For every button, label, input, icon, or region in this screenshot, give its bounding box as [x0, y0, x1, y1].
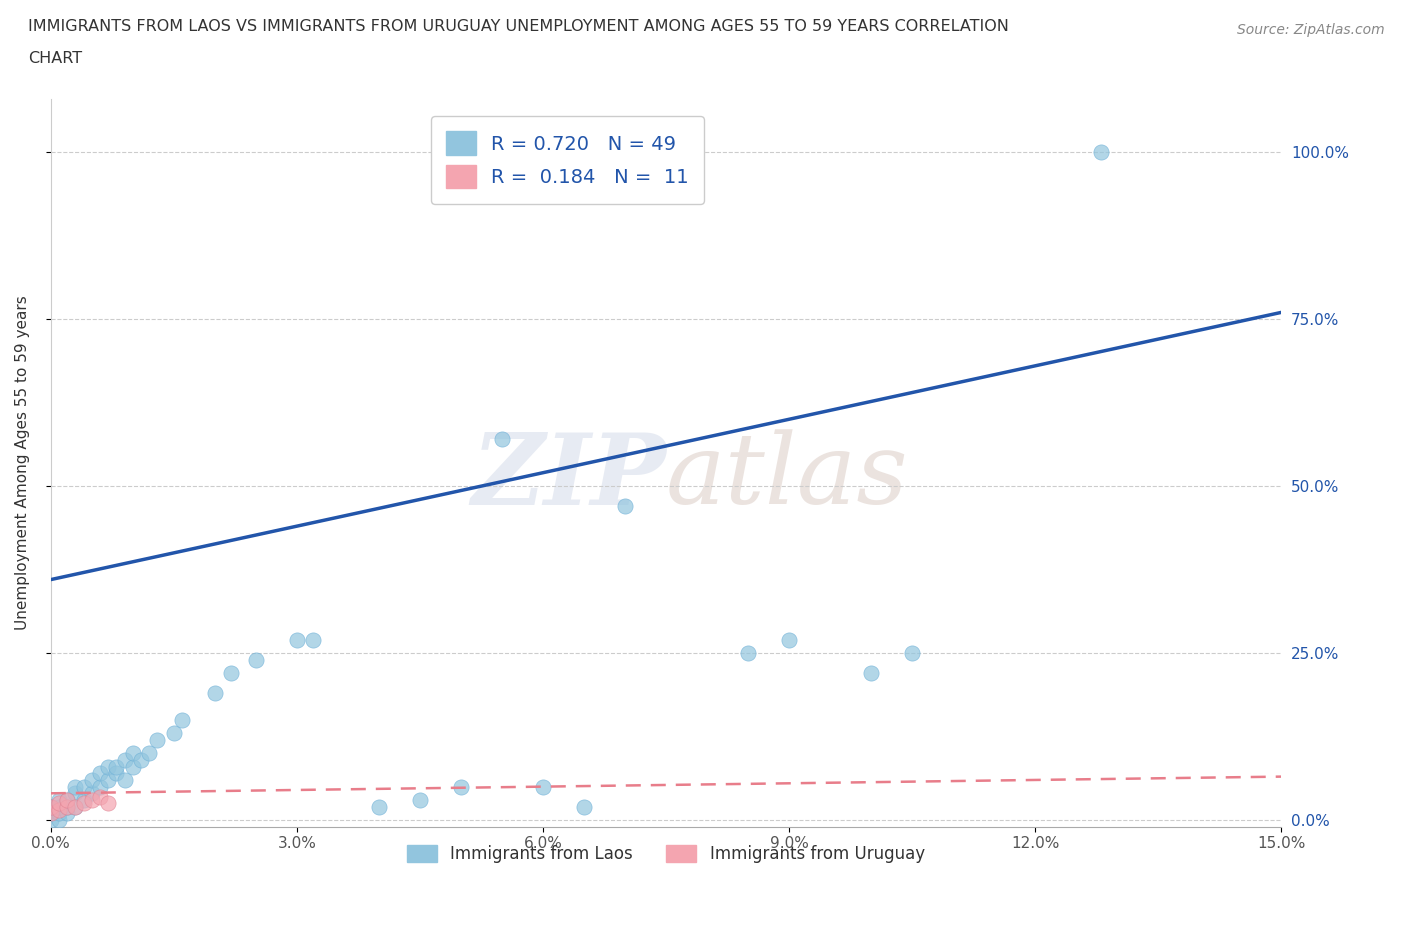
Point: [56, 806, 79, 821]
Text: CHART: CHART: [28, 51, 82, 66]
Point: [129, 752, 152, 767]
Point: [121, 759, 143, 774]
Point: [72, 779, 94, 794]
Point: [48, 799, 70, 814]
Text: IMMIGRANTS FROM LAOS VS IMMIGRANTS FROM URUGUAY UNEMPLOYMENT AMONG AGES 55 TO 59: IMMIGRANTS FROM LAOS VS IMMIGRANTS FROM …: [28, 19, 1010, 33]
Point: [901, 645, 924, 660]
Point: [65, 799, 87, 814]
Point: [39, 806, 62, 821]
Point: [146, 733, 169, 748]
Point: [245, 652, 267, 667]
Point: [89, 790, 111, 804]
Point: [48, 806, 70, 821]
Point: [170, 712, 193, 727]
Point: [39, 813, 62, 828]
Text: atlas: atlas: [666, 430, 908, 525]
Point: [737, 645, 759, 660]
Point: [80, 786, 103, 801]
Point: [65, 779, 87, 794]
Point: [56, 799, 79, 814]
Point: [65, 786, 87, 801]
Point: [163, 725, 186, 740]
Point: [56, 792, 79, 807]
Point: [121, 746, 143, 761]
Point: [48, 792, 70, 807]
Point: [56, 792, 79, 807]
Point: [105, 765, 128, 780]
Point: [450, 779, 472, 794]
Point: [39, 806, 62, 821]
Point: [859, 666, 882, 681]
Point: [409, 792, 432, 807]
Point: [613, 498, 636, 513]
Point: [491, 432, 513, 446]
Point: [80, 792, 103, 807]
Point: [89, 779, 111, 794]
Point: [48, 796, 70, 811]
Point: [285, 632, 308, 647]
Point: [302, 632, 325, 647]
Point: [204, 685, 226, 700]
Point: [72, 796, 94, 811]
Point: [114, 773, 136, 788]
Text: Source: ZipAtlas.com: Source: ZipAtlas.com: [1237, 23, 1385, 37]
Point: [572, 799, 595, 814]
Point: [97, 796, 120, 811]
Point: [39, 799, 62, 814]
Point: [48, 813, 70, 828]
Point: [1090, 145, 1112, 160]
Point: [778, 632, 800, 647]
Point: [65, 799, 87, 814]
Point: [367, 799, 389, 814]
Point: [48, 803, 70, 817]
Point: [56, 799, 79, 814]
Point: [219, 666, 242, 681]
Point: [105, 759, 128, 774]
Point: [138, 746, 160, 761]
Point: [531, 779, 554, 794]
Point: [97, 773, 120, 788]
Y-axis label: Unemployment Among Ages 55 to 59 years: Unemployment Among Ages 55 to 59 years: [15, 296, 30, 631]
Text: ZIP: ZIP: [471, 429, 666, 525]
Point: [114, 752, 136, 767]
Point: [72, 792, 94, 807]
Point: [39, 799, 62, 814]
Point: [97, 759, 120, 774]
Point: [89, 765, 111, 780]
Legend: Immigrants from Laos, Immigrants from Uruguay: Immigrants from Laos, Immigrants from Ur…: [401, 838, 932, 870]
Point: [80, 773, 103, 788]
